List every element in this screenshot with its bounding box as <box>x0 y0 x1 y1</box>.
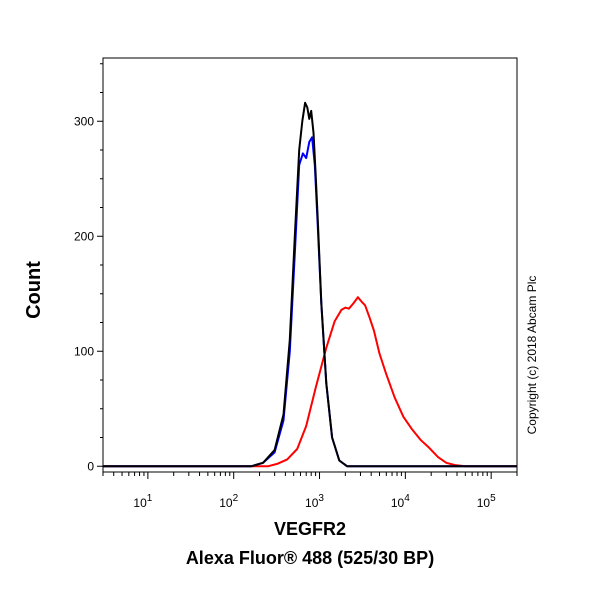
x-axis-label-line2: Alexa Fluor® 488 (525/30 BP) <box>186 548 434 568</box>
copyright-annotation: Copyright (c) 2018 Abcam Plc <box>525 276 539 435</box>
x-tick-label: 101 <box>133 493 152 510</box>
histogram-series-2 <box>103 136 517 468</box>
histogram-series-3 <box>103 101 517 468</box>
x-axis-label: VEGFR2 <box>274 519 346 539</box>
series-layer <box>103 101 517 468</box>
histogram-series-1 <box>103 296 517 468</box>
y-axis-label: Count <box>23 261 45 319</box>
y-tick-label: 100 <box>74 344 94 358</box>
y-tick-label: 0 <box>87 459 94 473</box>
x-tick-label: 103 <box>305 493 324 510</box>
x-tick-label: 105 <box>477 493 496 510</box>
x-tick-label: 102 <box>219 493 238 510</box>
x-tick-label: 104 <box>391 493 410 510</box>
y-axis: 0 100 200 300 <box>74 63 103 473</box>
y-tick-label: 200 <box>74 229 94 243</box>
x-axis: 101 102 103 104 105 <box>102 472 518 510</box>
y-tick-label: 300 <box>74 114 94 128</box>
